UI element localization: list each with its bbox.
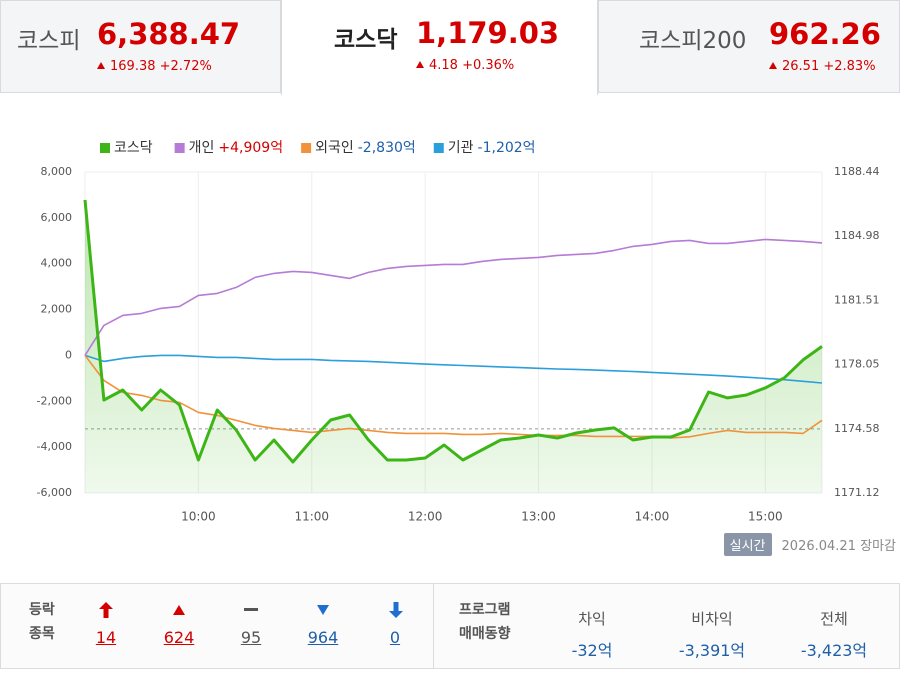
line <box>84 354 823 384</box>
program-col: 전체 -3,423억 <box>779 584 889 661</box>
y2-tick-label: 1188.44 <box>834 165 880 178</box>
tab-value: 1,179.03 <box>416 16 560 50</box>
col-value: -3,391억 <box>678 641 746 660</box>
down-icon <box>317 605 329 615</box>
x-tick-label: 11:00 <box>294 510 329 524</box>
tab-change: 169.38 +2.72% <box>97 59 212 74</box>
line <box>84 238 823 356</box>
count[interactable]: 624 <box>163 628 195 647</box>
y2-tick-label: 1178.05 <box>834 358 880 371</box>
area <box>85 200 822 493</box>
legend-label: 개인 <box>189 140 215 156</box>
legend-total: +4,909억 <box>218 140 283 156</box>
tab-kospi[interactable]: 코스피 6,388.47 169.38 +2.72% <box>0 0 281 93</box>
change: 169.38 <box>110 59 156 74</box>
tab-name: 코스닥 <box>334 27 398 53</box>
legend-total: -1,202억 <box>478 140 536 156</box>
tab-change: 4.18 +0.36% <box>416 58 514 73</box>
legend-swatch <box>433 143 444 153</box>
rate: +2.83% <box>823 59 876 74</box>
col-name: 비차익 <box>691 610 733 628</box>
flat-icon <box>244 608 258 611</box>
y-tick-label: -2,000 <box>37 394 72 407</box>
session: 장마감 <box>860 539 896 554</box>
legend-label: 외국인 <box>315 140 354 156</box>
legend-label: 기관 <box>448 140 474 156</box>
y-tick-label: 2,000 <box>41 303 73 316</box>
up-icon <box>173 605 185 615</box>
count[interactable]: 95 <box>240 628 262 647</box>
label-line: 종목 <box>29 626 55 642</box>
date: 2026.04.21 <box>781 539 856 554</box>
y2-tick-label: 1171.12 <box>834 486 880 499</box>
x-tick-label: 10:00 <box>181 510 216 524</box>
tab-name: 코스피200 <box>639 28 747 54</box>
col-value: -32억 <box>571 641 613 660</box>
change: 26.51 <box>782 59 820 74</box>
tab-value: 6,388.47 <box>97 17 241 51</box>
label-line: 매매동향 <box>459 626 511 642</box>
tab-name: 코스피 <box>17 28 81 54</box>
y2-tick-label: 1174.58 <box>834 422 880 435</box>
program-col: 차익 -32억 <box>537 584 647 661</box>
limit-up-icon <box>99 602 113 618</box>
legend-total: -2,830억 <box>358 140 416 156</box>
y-tick-label: 0 <box>65 348 72 361</box>
divider <box>433 584 434 668</box>
rate: +2.72% <box>159 59 212 74</box>
count[interactable]: 0 <box>389 628 401 647</box>
count[interactable]: 964 <box>307 628 339 647</box>
y-tick-label: -6,000 <box>37 486 72 499</box>
col-name: 전체 <box>820 610 848 628</box>
realtime-badge[interactable]: 실시간 <box>723 533 772 556</box>
y2-tick-label: 1181.51 <box>834 293 880 306</box>
change: 4.18 <box>429 58 458 73</box>
x-tick-label: 14:00 <box>635 510 670 524</box>
legend-swatch <box>100 143 110 153</box>
tab-kosdaq[interactable]: 코스닥 1,179.03 4.18 +0.36% <box>281 0 598 95</box>
legend-swatch <box>301 143 312 153</box>
line <box>83 199 823 464</box>
count[interactable]: 14 <box>95 628 117 647</box>
x-tick-label: 12:00 <box>408 510 443 524</box>
col-value: -3,423억 <box>800 641 868 660</box>
rate: +0.36% <box>462 58 515 73</box>
x-tick-label: 13:00 <box>521 510 556 524</box>
chart: 10:00 11:00 12:00 13:00 14:00 15:00 8,000 6,000… <box>37 140 880 524</box>
y2-tick-label: 1184.98 <box>834 229 880 242</box>
label-line: 등락 <box>29 602 55 618</box>
y-tick-label: 8,000 <box>41 165 73 178</box>
limit-down-icon <box>389 602 403 618</box>
line <box>84 354 823 439</box>
legend-swatch <box>174 143 185 153</box>
tab-value: 962.26 <box>769 17 881 51</box>
tab-kospi200[interactable]: 코스피200 962.26 26.51 +2.83% <box>598 0 900 93</box>
program-col: 비차익 -3,391억 <box>657 584 767 661</box>
x-tick-label: 15:00 <box>748 510 783 524</box>
y-tick-label: 6,000 <box>41 211 73 224</box>
col-name: 차익 <box>578 610 606 628</box>
status: 실시간 2026.04.21 장마감 <box>723 533 896 556</box>
y-tick-label: 4,000 <box>41 257 73 270</box>
legend-label: 코스닥 <box>114 140 153 156</box>
tab-change: 26.51 +2.83% <box>769 59 876 74</box>
label-line: 프로그램 <box>459 602 511 618</box>
y-tick-label: -4,000 <box>37 440 72 453</box>
